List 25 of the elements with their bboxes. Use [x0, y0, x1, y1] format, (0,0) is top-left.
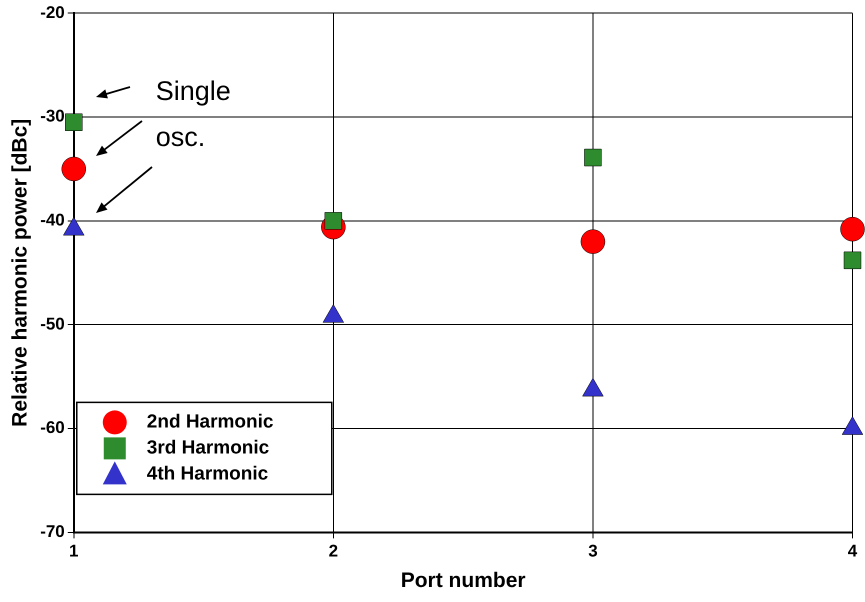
point: [840, 216, 865, 242]
point: [322, 304, 344, 323]
x-axis-title: Port number: [400, 569, 526, 592]
y-tick-label: -60: [40, 418, 65, 438]
point: [580, 229, 606, 254]
legend-label: 4th Harmonic: [146, 464, 269, 485]
legend-label: 3rd Harmonic: [146, 438, 270, 459]
point: [844, 252, 862, 270]
annotation: Single osc.: [156, 76, 231, 152]
x-tick-label: 1: [69, 541, 79, 560]
point: [582, 378, 604, 396]
x-tick-label: 3: [588, 541, 598, 560]
y-tick-label: -40: [40, 210, 65, 230]
point: [62, 156, 86, 182]
y-axis-title: Relative harmonic power [dBc]: [8, 118, 32, 427]
point: [842, 416, 864, 435]
x-tick-label: 2: [328, 541, 338, 560]
y-tick-label: -20: [40, 2, 65, 22]
y-tick-label: -30: [40, 106, 65, 126]
point: [584, 148, 602, 166]
x-tick-label: 4: [848, 541, 858, 560]
y-tick-label: -50: [40, 314, 65, 334]
y-tick-label: -70: [40, 522, 65, 542]
point: [65, 113, 83, 131]
legend-label: 2nd Harmonic: [146, 412, 274, 433]
